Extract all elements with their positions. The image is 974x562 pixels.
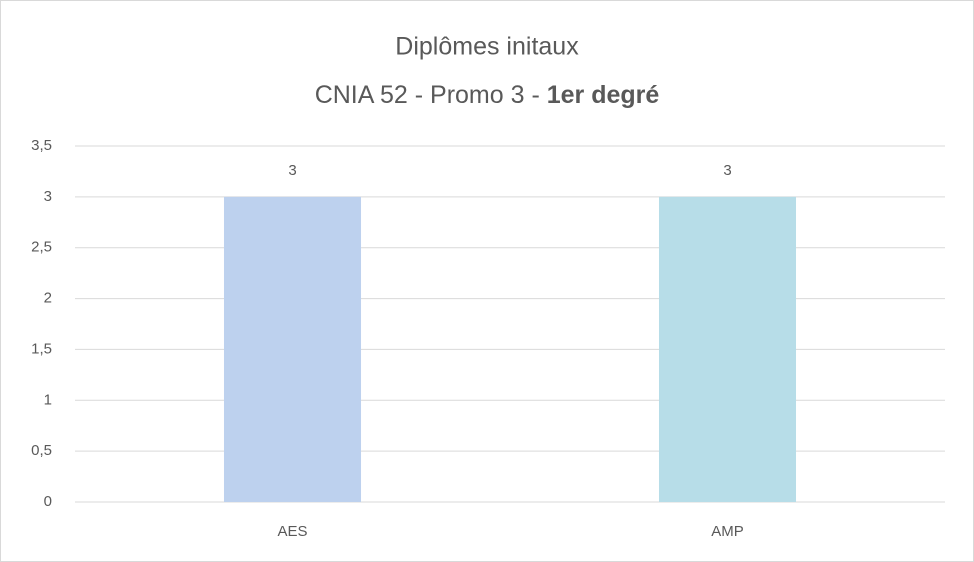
y-tick-label: 2,5: [31, 239, 52, 256]
data-label: 3: [723, 162, 731, 179]
subtitle-text: CNIA 52 - Promo 3 -: [315, 81, 540, 109]
y-tick-label: 1: [44, 391, 52, 408]
bar: [658, 196, 797, 502]
chart-title: Diplômes initaux: [395, 33, 579, 61]
data-label: 3: [288, 162, 296, 179]
y-tick-label: 3,5: [31, 137, 52, 154]
subtitle-emphasis: 1er degré: [547, 81, 660, 109]
bar: [223, 196, 362, 502]
y-tick-label: 1,5: [31, 340, 52, 357]
y-tick-label: 0,5: [31, 442, 52, 459]
x-tick-label: AES: [277, 523, 307, 540]
y-tick-label: 3: [44, 188, 52, 205]
chart-subtitle: CNIA 52 - Promo 3 - 1er degré: [315, 81, 660, 109]
y-tick-label: 0: [44, 493, 52, 510]
x-tick-label: AMP: [711, 523, 744, 540]
y-tick-label: 2: [44, 290, 52, 307]
